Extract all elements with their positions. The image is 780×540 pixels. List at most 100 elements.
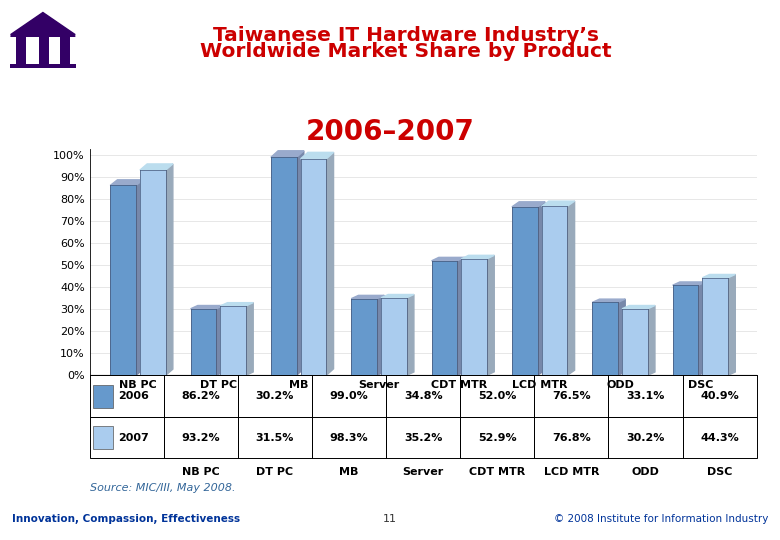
Polygon shape <box>377 295 385 375</box>
Bar <box>460 375 534 417</box>
Bar <box>90 375 164 417</box>
Polygon shape <box>541 201 575 206</box>
Text: Worldwide Market Share by Product: Worldwide Market Share by Product <box>200 42 612 61</box>
Text: 30.2%: 30.2% <box>626 433 665 443</box>
Text: 35.2%: 35.2% <box>404 433 442 443</box>
Text: Source: MIC/III, May 2008.: Source: MIC/III, May 2008. <box>90 483 236 493</box>
Bar <box>110 186 136 375</box>
Bar <box>164 417 238 458</box>
Polygon shape <box>140 164 173 170</box>
Polygon shape <box>406 294 414 375</box>
Text: LCD MTR: LCD MTR <box>544 468 599 477</box>
Text: 52.0%: 52.0% <box>478 391 516 401</box>
Text: 99.0%: 99.0% <box>330 391 368 401</box>
Bar <box>541 206 567 375</box>
Polygon shape <box>136 180 144 375</box>
Bar <box>702 278 728 375</box>
Polygon shape <box>672 282 706 285</box>
Bar <box>312 375 386 417</box>
Text: DT PC: DT PC <box>257 468 293 477</box>
Text: 93.2%: 93.2% <box>182 433 220 443</box>
Bar <box>93 427 113 449</box>
Polygon shape <box>220 302 254 306</box>
Bar <box>608 375 682 417</box>
Polygon shape <box>537 202 545 375</box>
Text: MB: MB <box>339 468 359 477</box>
Polygon shape <box>698 282 706 375</box>
Polygon shape <box>487 255 495 375</box>
Polygon shape <box>381 294 414 298</box>
Bar <box>312 417 386 458</box>
Text: 98.3%: 98.3% <box>330 433 368 443</box>
Bar <box>164 375 238 417</box>
Text: ODD: ODD <box>632 468 659 477</box>
Polygon shape <box>326 152 334 375</box>
Polygon shape <box>300 152 334 159</box>
Bar <box>220 306 246 375</box>
Polygon shape <box>271 151 304 157</box>
Bar <box>10 64 76 68</box>
Polygon shape <box>11 12 75 35</box>
Bar <box>381 298 406 375</box>
Polygon shape <box>11 14 75 36</box>
Polygon shape <box>246 302 254 375</box>
Bar <box>90 417 164 458</box>
Text: 2006–2007: 2006–2007 <box>306 118 474 146</box>
Bar <box>386 417 460 458</box>
Bar <box>461 259 487 375</box>
Bar <box>238 417 312 458</box>
Text: Innovation, Compassion, Effectiveness: Innovation, Compassion, Effectiveness <box>12 515 239 524</box>
Polygon shape <box>110 180 144 186</box>
Text: 30.2%: 30.2% <box>256 391 294 401</box>
Bar <box>140 170 165 375</box>
Text: 76.5%: 76.5% <box>552 391 590 401</box>
Text: 34.8%: 34.8% <box>404 391 442 401</box>
Polygon shape <box>618 299 626 375</box>
Polygon shape <box>647 306 655 375</box>
Polygon shape <box>512 202 545 207</box>
Polygon shape <box>702 274 736 278</box>
Text: 40.9%: 40.9% <box>700 391 739 401</box>
Polygon shape <box>190 306 224 309</box>
Polygon shape <box>90 375 764 379</box>
Text: 31.5%: 31.5% <box>256 433 294 443</box>
Polygon shape <box>728 274 736 375</box>
Bar <box>431 261 457 375</box>
Polygon shape <box>567 201 575 375</box>
Text: CDT MTR: CDT MTR <box>469 468 526 477</box>
Text: 86.2%: 86.2% <box>182 391 220 401</box>
Bar <box>512 207 537 375</box>
Polygon shape <box>431 258 465 261</box>
Text: Server: Server <box>402 468 444 477</box>
Bar <box>608 417 682 458</box>
Bar <box>592 302 618 375</box>
Polygon shape <box>165 164 173 375</box>
Polygon shape <box>216 306 224 375</box>
Bar <box>682 417 757 458</box>
Text: DSC: DSC <box>707 468 732 477</box>
Text: 44.3%: 44.3% <box>700 433 739 443</box>
Text: 2007: 2007 <box>118 433 149 443</box>
Bar <box>351 299 377 375</box>
Bar <box>672 285 698 375</box>
Polygon shape <box>457 258 465 375</box>
Text: NB PC: NB PC <box>182 468 220 477</box>
Bar <box>93 385 113 408</box>
Bar <box>271 157 296 375</box>
Bar <box>190 309 216 375</box>
Bar <box>238 375 312 417</box>
Text: 52.9%: 52.9% <box>478 433 516 443</box>
Polygon shape <box>622 306 655 309</box>
Bar <box>682 375 757 417</box>
Bar <box>300 159 326 375</box>
Text: 11: 11 <box>383 515 397 524</box>
Bar <box>534 375 608 417</box>
Polygon shape <box>592 299 626 302</box>
Text: © 2008 Institute for Information Industry: © 2008 Institute for Information Industr… <box>554 515 768 524</box>
Text: 2006: 2006 <box>118 391 149 401</box>
Bar <box>534 417 608 458</box>
Text: 76.8%: 76.8% <box>552 433 590 443</box>
Bar <box>622 309 647 375</box>
Bar <box>386 375 460 417</box>
Polygon shape <box>461 255 495 259</box>
